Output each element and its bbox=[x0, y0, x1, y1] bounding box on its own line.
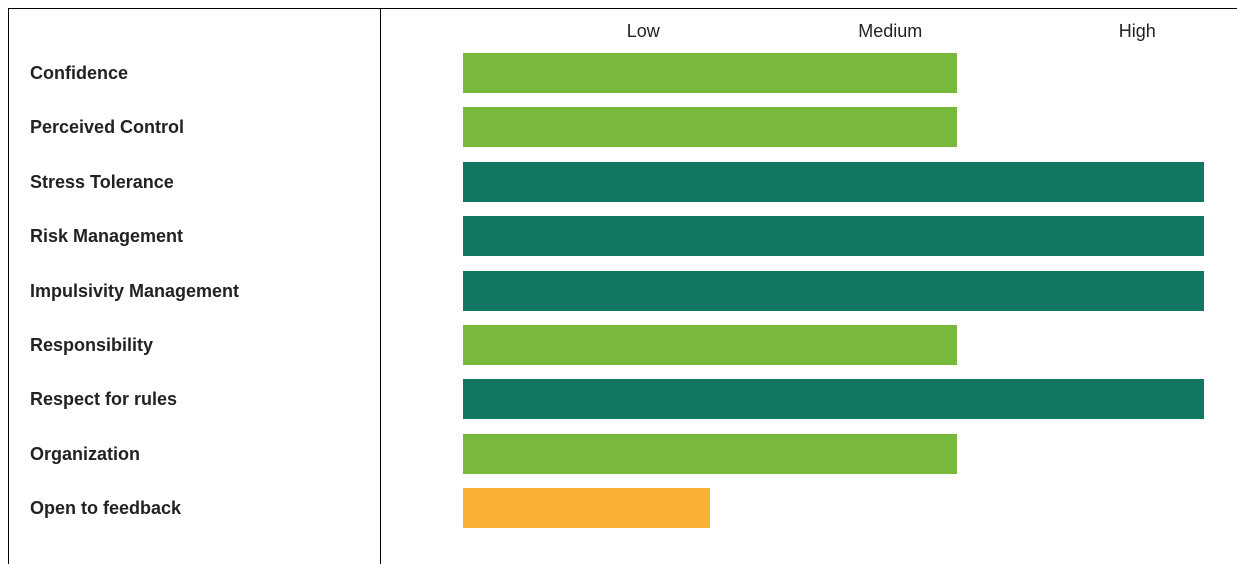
bar-organization bbox=[463, 433, 957, 474]
category-label: Stress Tolerance bbox=[30, 171, 174, 192]
bar-confidence bbox=[463, 53, 957, 93]
bar-open-to-feedback bbox=[463, 488, 710, 528]
label-column-divider bbox=[380, 8, 381, 564]
bar-respect-for-rules bbox=[463, 379, 1204, 420]
bar-risk-management bbox=[463, 216, 1204, 257]
category-label: Organization bbox=[30, 443, 141, 464]
category-label: Responsibility bbox=[30, 334, 154, 355]
chart-frame bbox=[8, 8, 1237, 564]
bar-stress-tolerance bbox=[463, 161, 1204, 202]
scale-label-low: Low bbox=[626, 21, 660, 41]
scale-label-medium: Medium bbox=[858, 21, 923, 41]
category-label: Respect for rules bbox=[30, 389, 178, 410]
category-label: Open to feedback bbox=[30, 498, 182, 518]
bar-perceived-control bbox=[463, 107, 957, 148]
category-label: Perceived Control bbox=[30, 117, 185, 138]
category-label: Confidence bbox=[30, 63, 129, 83]
category-label: Impulsivity Management bbox=[30, 280, 240, 301]
bar-impulsivity-management bbox=[463, 270, 1204, 311]
category-label: Risk Management bbox=[30, 226, 184, 247]
scale-label-high: High bbox=[1118, 21, 1156, 41]
bar-responsibility bbox=[463, 324, 957, 365]
